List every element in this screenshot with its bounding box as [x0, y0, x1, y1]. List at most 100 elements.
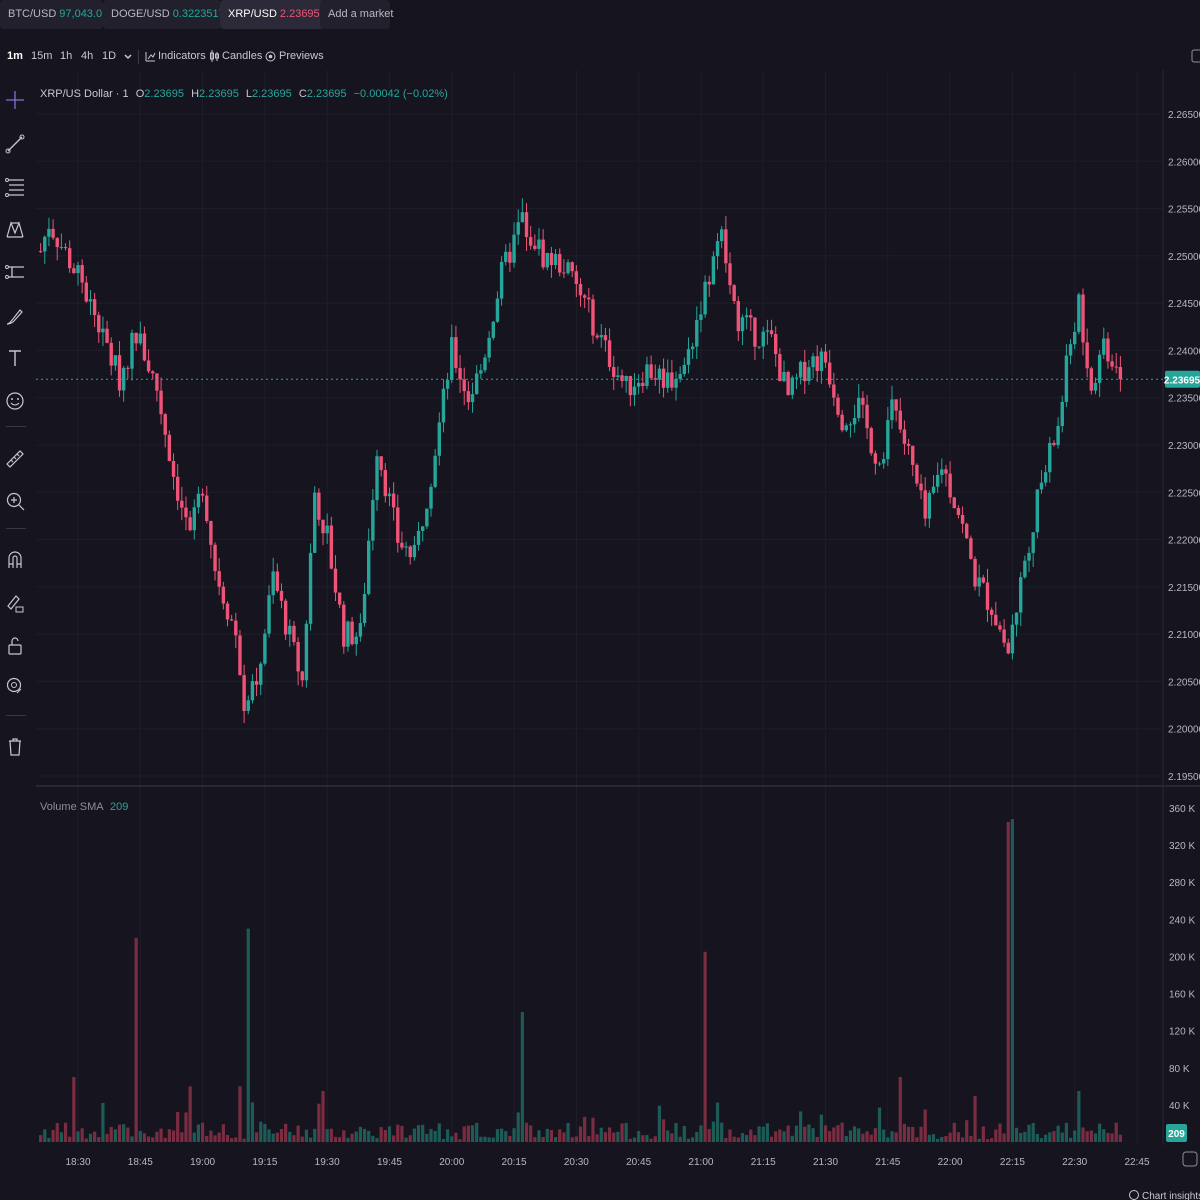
lock-icon[interactable] [4, 635, 26, 657]
candle-body [935, 474, 940, 487]
volume-bar [279, 1129, 284, 1142]
candle-body [313, 492, 317, 553]
candle-body [724, 229, 728, 264]
candle-body [1048, 442, 1052, 473]
candle-body [927, 492, 932, 519]
candle-body [773, 334, 778, 355]
volume-bar [811, 1128, 815, 1142]
volume-bar [973, 1096, 977, 1142]
magnet-icon[interactable] [4, 548, 26, 570]
candle-body [998, 625, 1002, 630]
volume-bar [620, 1123, 624, 1142]
pattern-icon[interactable] [4, 219, 26, 241]
text-icon[interactable] [4, 347, 26, 369]
volume-bar [570, 1137, 574, 1142]
volume-bar [63, 1122, 68, 1142]
zoom-in-icon[interactable] [4, 490, 26, 512]
ruler-icon[interactable] [4, 448, 26, 470]
volume-bar [487, 1137, 491, 1142]
candle-body [238, 635, 242, 676]
price-tick-label: 2.22500 [1168, 488, 1200, 499]
volume-bar [823, 1125, 828, 1142]
candle-body [184, 507, 188, 518]
legend-symbol: XRP/US Dollar · 1 [40, 88, 129, 100]
timeframe-15m[interactable]: 15m [31, 50, 53, 62]
volume-bar [396, 1124, 400, 1142]
candle-body [911, 445, 915, 465]
candle-body [541, 239, 545, 268]
candle-body [1073, 331, 1077, 345]
volume-bar [529, 1125, 533, 1142]
emoji-icon[interactable] [4, 390, 26, 412]
ohlc-legend: XRP/US Dollar · 1 O2.23695 H2.23695 L2.2… [40, 88, 448, 100]
candle-body [47, 228, 51, 237]
lock-draw-icon[interactable] [4, 592, 26, 614]
chevron-down-icon[interactable] [123, 52, 133, 62]
trend-line-icon[interactable] [4, 133, 26, 155]
volume-bar [848, 1130, 853, 1142]
candle-body [192, 507, 196, 531]
indicators-button[interactable]: Indicators [158, 50, 206, 62]
candle-body [616, 375, 620, 377]
candle-body [960, 514, 965, 524]
volume-bar [686, 1138, 691, 1142]
time-tick-label: 18:30 [65, 1157, 90, 1168]
timeframe-1d[interactable]: 1D [102, 50, 117, 62]
candle-body [462, 379, 466, 392]
time-tick-label: 21:45 [875, 1157, 900, 1168]
candle-body [205, 495, 209, 522]
timeframe-1h[interactable]: 1h [60, 50, 73, 62]
fib-icon[interactable] [4, 175, 26, 197]
volume-tick-label: 120 K [1169, 1027, 1195, 1038]
measure-lines-icon[interactable] [4, 261, 26, 283]
volume-bar [894, 1132, 898, 1142]
eye-icon[interactable] [4, 675, 26, 697]
previews-button[interactable]: Previews [279, 50, 324, 62]
crosshair-icon[interactable] [4, 89, 26, 111]
candle-body [1093, 382, 1098, 391]
candle-body [628, 376, 633, 396]
candle-body [906, 443, 911, 446]
camera-icon[interactable] [1191, 49, 1200, 63]
candle-body [109, 342, 113, 366]
candle-body [836, 397, 840, 415]
volume-bar [450, 1136, 454, 1142]
candle-body [458, 368, 462, 380]
volume-bar [699, 1125, 703, 1142]
candle-body [512, 234, 516, 263]
timeframe-4h[interactable]: 4h [81, 50, 94, 62]
volume-bar [1073, 1130, 1077, 1142]
candle-body [699, 314, 703, 320]
volume-bar [1019, 1132, 1023, 1142]
candle-body [591, 299, 595, 336]
volume-bar [886, 1137, 890, 1142]
volume-bar [562, 1132, 566, 1142]
volume-bar [965, 1120, 969, 1142]
candle-body [425, 508, 429, 527]
candles-button[interactable]: Candles [222, 50, 263, 62]
timeframe-1m[interactable]: 1m [7, 50, 23, 62]
scale-settings-icon[interactable] [1182, 1151, 1198, 1167]
candle-body [1010, 624, 1015, 654]
time-tick-label: 20:45 [626, 1157, 651, 1168]
volume-bar [288, 1131, 292, 1142]
candle-body [242, 675, 246, 711]
candle-body [981, 577, 986, 583]
add-market-button[interactable]: Add a market [320, 0, 393, 29]
candle-body [944, 469, 948, 474]
candle-body [221, 586, 226, 604]
candle-body [516, 222, 520, 235]
price-tick-label: 2.24500 [1168, 299, 1200, 310]
candle-body [558, 254, 562, 273]
candle-body [138, 333, 142, 344]
candle-body [977, 577, 981, 587]
trash-icon[interactable] [4, 735, 26, 757]
legend-change: −0.00042 (−0.02%) [354, 88, 448, 100]
volume-bar [940, 1136, 944, 1142]
candle-body [595, 335, 599, 338]
brush-icon[interactable] [4, 305, 26, 327]
